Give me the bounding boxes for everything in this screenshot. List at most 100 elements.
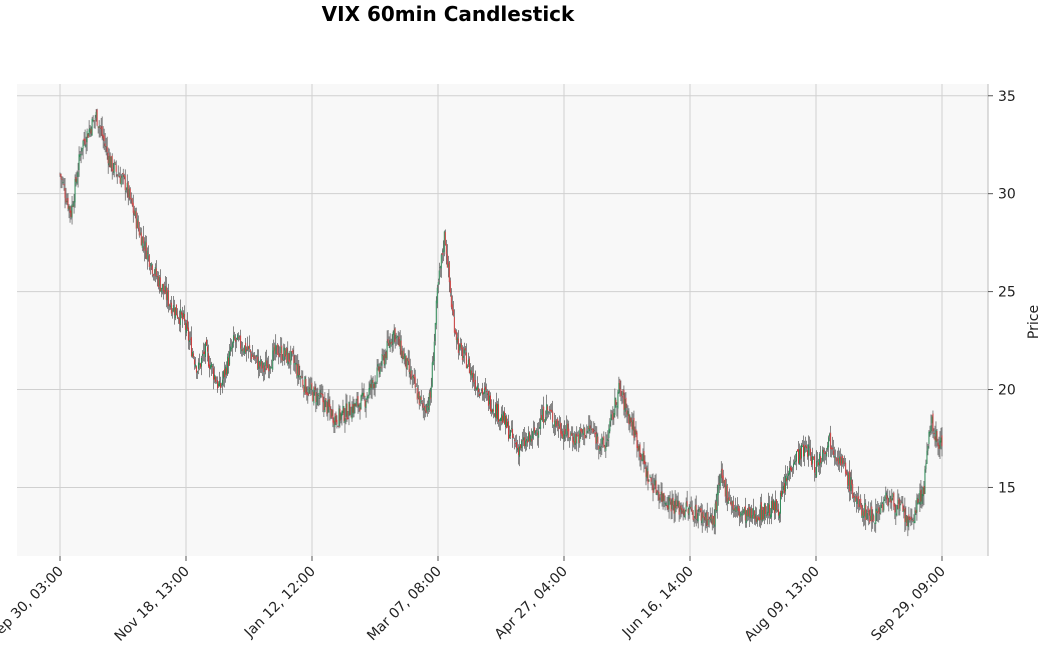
candle: [270, 365, 272, 374]
candle: [617, 389, 619, 419]
candle: [859, 499, 861, 511]
candle: [821, 457, 823, 468]
candle: [842, 454, 844, 467]
candle: [892, 492, 894, 501]
candle: [925, 459, 927, 473]
candle: [479, 392, 481, 396]
candle: [365, 398, 367, 418]
candle-layer: [59, 108, 943, 537]
candle: [205, 337, 207, 347]
candle: [246, 346, 248, 362]
candle: [491, 408, 493, 415]
candle: [661, 482, 663, 507]
candle: [146, 247, 148, 270]
candle: [638, 444, 640, 461]
candle: [249, 335, 251, 353]
candle: [121, 173, 123, 185]
candle: [222, 371, 224, 394]
candle: [476, 376, 478, 398]
candle: [603, 431, 605, 448]
candle: [674, 490, 676, 522]
candle: [89, 124, 91, 138]
candle: [184, 319, 186, 340]
candle: [776, 500, 778, 513]
candle: [428, 389, 430, 413]
candle: [310, 376, 312, 396]
candle: [94, 114, 96, 129]
candle: [642, 448, 644, 465]
x-tick-label: Aug 09, 13:00: [742, 564, 823, 645]
candle: [212, 364, 214, 374]
candle: [174, 307, 176, 321]
candle: [886, 490, 888, 505]
candle: [549, 405, 551, 415]
candle: [795, 453, 797, 466]
candle: [124, 169, 126, 201]
candle: [700, 503, 702, 526]
candle: [604, 444, 606, 452]
candle: [462, 346, 464, 362]
candle: [683, 507, 685, 518]
candle: [566, 415, 568, 438]
candle: [340, 412, 342, 424]
candle: [515, 435, 517, 448]
candle: [398, 332, 400, 347]
candle: [163, 281, 165, 295]
candle: [691, 500, 693, 515]
candle: [101, 116, 103, 141]
candle: [849, 460, 851, 502]
candle: [238, 332, 240, 342]
candle: [521, 439, 523, 452]
candle: [233, 326, 235, 348]
candle: [542, 404, 544, 423]
candle: [469, 363, 471, 382]
candle: [672, 493, 674, 511]
candle: [234, 331, 236, 341]
candle: [334, 413, 336, 434]
candle: [413, 368, 415, 384]
candle: [220, 376, 222, 396]
candle: [693, 516, 695, 527]
candle: [669, 491, 671, 505]
candle: [893, 491, 895, 511]
candle: [677, 492, 679, 508]
candle: [197, 358, 199, 375]
candle: [347, 411, 349, 420]
candle: [143, 237, 145, 262]
candle: [387, 329, 389, 346]
candle: [339, 405, 341, 428]
candle: [708, 516, 710, 528]
candle: [928, 430, 930, 449]
candle: [478, 388, 480, 399]
candle: [350, 406, 352, 418]
candle: [367, 394, 369, 404]
candle: [477, 383, 479, 398]
candle: [374, 375, 376, 397]
candle: [733, 504, 735, 517]
candle: [922, 486, 924, 507]
candle: [384, 348, 386, 369]
candle: [917, 494, 919, 505]
candle: [591, 421, 593, 434]
candle: [280, 337, 282, 364]
candle: [506, 414, 508, 429]
candle: [765, 506, 767, 518]
candle: [314, 381, 316, 396]
candle: [130, 192, 132, 204]
candle: [186, 312, 188, 332]
candle: [761, 506, 763, 523]
candle: [811, 452, 813, 468]
candle: [78, 146, 80, 177]
candle: [680, 502, 682, 518]
candle: [63, 178, 65, 191]
candle: [773, 500, 775, 520]
candle: [260, 355, 262, 373]
candle: [472, 365, 474, 387]
candle: [433, 333, 435, 371]
candle: [823, 447, 825, 462]
candle: [881, 496, 883, 509]
candle: [196, 370, 198, 380]
candle: [399, 330, 401, 355]
candle: [443, 230, 445, 257]
candle: [619, 378, 621, 397]
